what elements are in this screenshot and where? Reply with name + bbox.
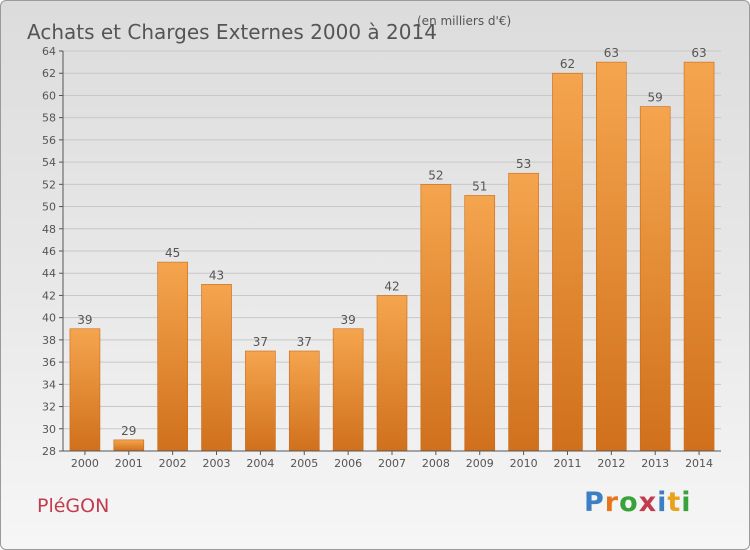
y-tick-label: 50 [42, 201, 56, 214]
bar-value-label: 51 [472, 179, 487, 193]
x-tick-label: 2005 [290, 457, 318, 470]
y-tick-label: 52 [42, 178, 56, 191]
bar-value-label: 29 [121, 424, 136, 438]
y-tick-label: 42 [42, 289, 56, 302]
bar-2006 [332, 328, 364, 452]
commune-name: PléGON [37, 495, 110, 517]
bar-2003 [201, 284, 232, 452]
logo-letter: r [604, 487, 620, 518]
bar-value-label: 39 [77, 313, 92, 327]
chart-title: Achats et Charges Externes 2000 à 2014 [27, 20, 437, 45]
bar-2010 [508, 172, 539, 452]
x-tick-label: 2014 [685, 457, 713, 470]
bar-value-label: 45 [165, 246, 180, 260]
chart-subtitle: (en milliers d'€) [417, 14, 512, 28]
bar-2007 [376, 295, 408, 452]
logo-letter: x [638, 487, 658, 518]
y-tick-label: 34 [42, 378, 56, 391]
bar-2002 [157, 261, 188, 452]
x-tick-label: 2000 [71, 457, 99, 470]
y-tick-label: 56 [42, 134, 56, 147]
y-tick-label: 38 [42, 334, 56, 347]
x-tick-label: 2003 [203, 457, 231, 470]
logo-letter: t [667, 487, 682, 518]
y-tick-label: 60 [42, 89, 56, 102]
bars [69, 61, 715, 452]
bar-2012 [596, 61, 627, 452]
y-tick-label: 36 [42, 356, 56, 369]
x-tick-label: 2013 [641, 457, 669, 470]
bar-value-label: 63 [604, 46, 619, 60]
y-tick-label: 44 [42, 267, 56, 280]
bar-2001 [113, 439, 145, 452]
y-tick-label: 28 [42, 445, 56, 458]
bar-2014 [683, 61, 715, 452]
x-tick-label: 2007 [378, 457, 406, 470]
labels: 28 30 32 34 36 38 40 42 44 46 48 50 52 54 56 58 60 62 64 39… [42, 45, 713, 470]
bar-value-label: 37 [253, 335, 268, 349]
x-tick-label: 2006 [334, 457, 362, 470]
logo-letter: i [681, 487, 692, 518]
bar-2004 [245, 350, 276, 452]
y-tick-label: 62 [42, 67, 56, 80]
x-tick-label: 2004 [246, 457, 274, 470]
logo-letter: i [657, 487, 668, 518]
bar-value-label: 53 [516, 157, 531, 171]
axes [59, 50, 721, 455]
y-tick-label: 46 [42, 245, 56, 258]
logo-letter: o [619, 487, 639, 518]
bar-value-label: 37 [297, 335, 312, 349]
bar-2011 [552, 72, 583, 452]
y-tick-label: 58 [42, 112, 56, 125]
bar-value-label: 43 [209, 268, 224, 282]
bar-2005 [288, 350, 320, 452]
bar-value-label: 62 [560, 57, 575, 71]
y-tick-label: 48 [42, 223, 56, 236]
y-tick-label: 40 [42, 312, 56, 325]
logo-letter: P [584, 487, 605, 518]
y-tick-label: 30 [42, 423, 56, 436]
bar-value-label: 39 [340, 313, 355, 327]
x-tick-label: 2002 [159, 457, 187, 470]
x-tick-label: 2009 [466, 457, 494, 470]
x-tick-label: 2001 [115, 457, 143, 470]
x-tick-label: 2012 [597, 457, 625, 470]
bar-value-label: 52 [428, 168, 443, 182]
proxiti-logo[interactable]: Proxiti [584, 487, 692, 518]
y-tick-label: 32 [42, 401, 56, 414]
bar-2008 [420, 184, 452, 452]
bar-2009 [464, 195, 496, 452]
x-tick-label: 2008 [422, 457, 450, 470]
y-tick-label: 64 [42, 45, 56, 58]
bar-value-label: 63 [691, 46, 706, 60]
bar-value-label: 59 [648, 91, 663, 105]
bar-value-label: 42 [384, 279, 399, 293]
x-tick-label: 2010 [510, 457, 538, 470]
bar-2013 [639, 106, 671, 452]
y-tick-label: 54 [42, 156, 56, 169]
x-tick-label: 2011 [553, 457, 581, 470]
bar-2000 [69, 328, 101, 452]
